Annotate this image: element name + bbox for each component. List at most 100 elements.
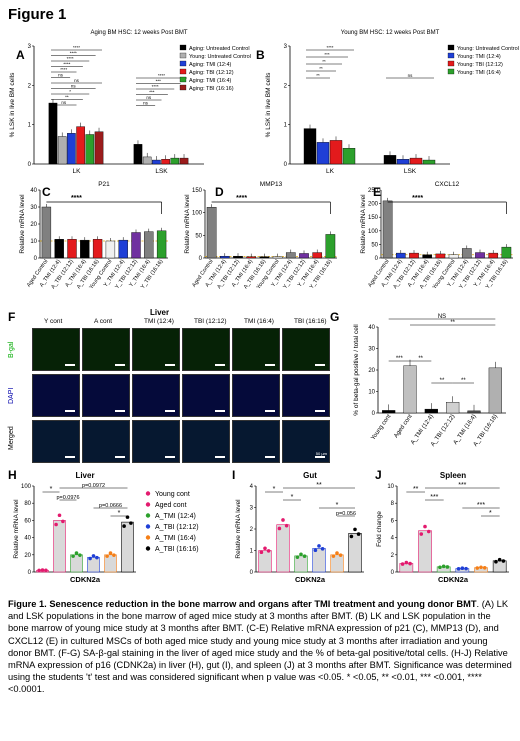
significance-label: p=0.0666 bbox=[99, 503, 122, 509]
significance-label: ** bbox=[322, 59, 326, 64]
bar bbox=[152, 159, 161, 165]
legend-label: Aging: TBI (16:16) bbox=[189, 86, 234, 92]
bar bbox=[424, 408, 438, 414]
significance-label: ** bbox=[65, 95, 69, 100]
data-point bbox=[356, 532, 361, 536]
y-tick-label: 4 bbox=[250, 484, 254, 490]
scale-label: 50 µm bbox=[315, 451, 327, 456]
y-tick-label: 60 bbox=[24, 518, 31, 524]
chart-title: Spleen bbox=[440, 471, 466, 480]
panel-letter-d: D bbox=[215, 185, 224, 199]
y-tick-label: 0 bbox=[375, 256, 379, 262]
micrograph bbox=[232, 374, 280, 417]
legend-label: Aging: Untreated Control bbox=[189, 46, 250, 52]
data-point bbox=[54, 522, 58, 527]
bar bbox=[312, 252, 323, 259]
micrograph bbox=[132, 374, 180, 417]
data-point bbox=[400, 562, 405, 566]
figure-title: Figure 1 bbox=[8, 6, 67, 23]
data-point bbox=[501, 559, 506, 563]
bar bbox=[144, 231, 154, 259]
legend-label: A_TBI (12:12) bbox=[155, 524, 199, 531]
micrograph-column-label: Y cont bbox=[44, 318, 63, 325]
significance-label: *** bbox=[396, 356, 404, 362]
legend-swatch bbox=[447, 60, 455, 67]
bar bbox=[276, 524, 290, 573]
data-point bbox=[456, 567, 461, 571]
data-point bbox=[44, 568, 48, 573]
significance-label: p=0.0972 bbox=[82, 483, 105, 489]
data-point bbox=[423, 524, 427, 529]
scale-bar bbox=[165, 410, 175, 412]
legend-marker bbox=[145, 491, 151, 496]
data-point bbox=[302, 554, 307, 558]
legend-swatch bbox=[447, 68, 455, 75]
legend-swatch bbox=[179, 44, 187, 51]
y-tick-label: 0 bbox=[391, 570, 395, 576]
figure-caption: Figure 1. Senescence reduction in the bo… bbox=[8, 598, 513, 696]
significance-label: ns bbox=[408, 73, 414, 78]
bar bbox=[435, 253, 446, 259]
y-tick-label: 3 bbox=[250, 506, 254, 512]
bar bbox=[461, 248, 472, 259]
data-point bbox=[313, 548, 318, 553]
data-point bbox=[277, 526, 282, 531]
data-point bbox=[266, 549, 271, 553]
y-tick-label: 0 bbox=[284, 162, 288, 168]
micrograph bbox=[32, 374, 80, 417]
panel-letter-b: B bbox=[256, 48, 265, 62]
data-point bbox=[112, 553, 116, 557]
bar bbox=[170, 157, 180, 165]
chart-title: Young BM HSC: 12 weeks Post BMT bbox=[341, 30, 440, 36]
bar bbox=[316, 142, 330, 165]
data-point bbox=[460, 566, 465, 571]
bar bbox=[409, 252, 419, 259]
y-axis-label: Relative mRNA level bbox=[360, 194, 367, 254]
y-tick-label: 0 bbox=[28, 162, 32, 168]
data-point bbox=[445, 565, 450, 569]
significance-label: **** bbox=[63, 62, 70, 67]
data-point bbox=[281, 518, 285, 522]
bar bbox=[303, 128, 317, 165]
bar bbox=[448, 254, 459, 259]
bar bbox=[325, 234, 336, 259]
data-point bbox=[295, 555, 300, 559]
scale-bar bbox=[165, 364, 175, 366]
scale-bar bbox=[265, 364, 275, 366]
bar bbox=[403, 365, 417, 414]
bar bbox=[312, 548, 326, 573]
scale-bar bbox=[65, 456, 75, 458]
micrograph bbox=[182, 374, 230, 417]
bar bbox=[467, 410, 481, 414]
y-tick-label: 1 bbox=[250, 549, 254, 555]
micrograph bbox=[32, 420, 80, 463]
data-point bbox=[88, 556, 92, 561]
data-point bbox=[320, 547, 325, 551]
legend-label: Aging: TBI (12:12) bbox=[189, 70, 234, 76]
legend-label: Young: Untreated Control bbox=[457, 46, 519, 52]
data-point bbox=[338, 553, 343, 557]
y-axis-label: % of beta-gal positive / total cell bbox=[353, 324, 360, 416]
legend-swatch bbox=[447, 44, 455, 51]
legend-label: Aged cont bbox=[155, 502, 187, 509]
x-tick-label: LK bbox=[326, 168, 335, 175]
bar bbox=[57, 136, 67, 165]
legend-label: Young: TMI (16:4) bbox=[457, 70, 501, 76]
micrograph-row-label: DAPI bbox=[8, 387, 15, 404]
significance-label: * bbox=[50, 486, 53, 493]
bar bbox=[133, 144, 143, 165]
panel-letter-c: C bbox=[42, 185, 51, 199]
legend-label: Young cont bbox=[155, 491, 190, 498]
bar bbox=[348, 533, 362, 573]
y-tick-label: 2 bbox=[284, 83, 288, 89]
caption-bold: Figure 1. Senescence reduction in the bo… bbox=[8, 599, 477, 609]
significance-label: * bbox=[336, 502, 339, 509]
significance-label: **** bbox=[60, 67, 67, 72]
significance-label: p=0.056 bbox=[336, 511, 356, 517]
micrograph bbox=[32, 328, 80, 371]
data-point bbox=[349, 534, 354, 539]
y-tick-label: 20 bbox=[30, 222, 37, 228]
y-tick-label: 8 bbox=[391, 501, 395, 507]
